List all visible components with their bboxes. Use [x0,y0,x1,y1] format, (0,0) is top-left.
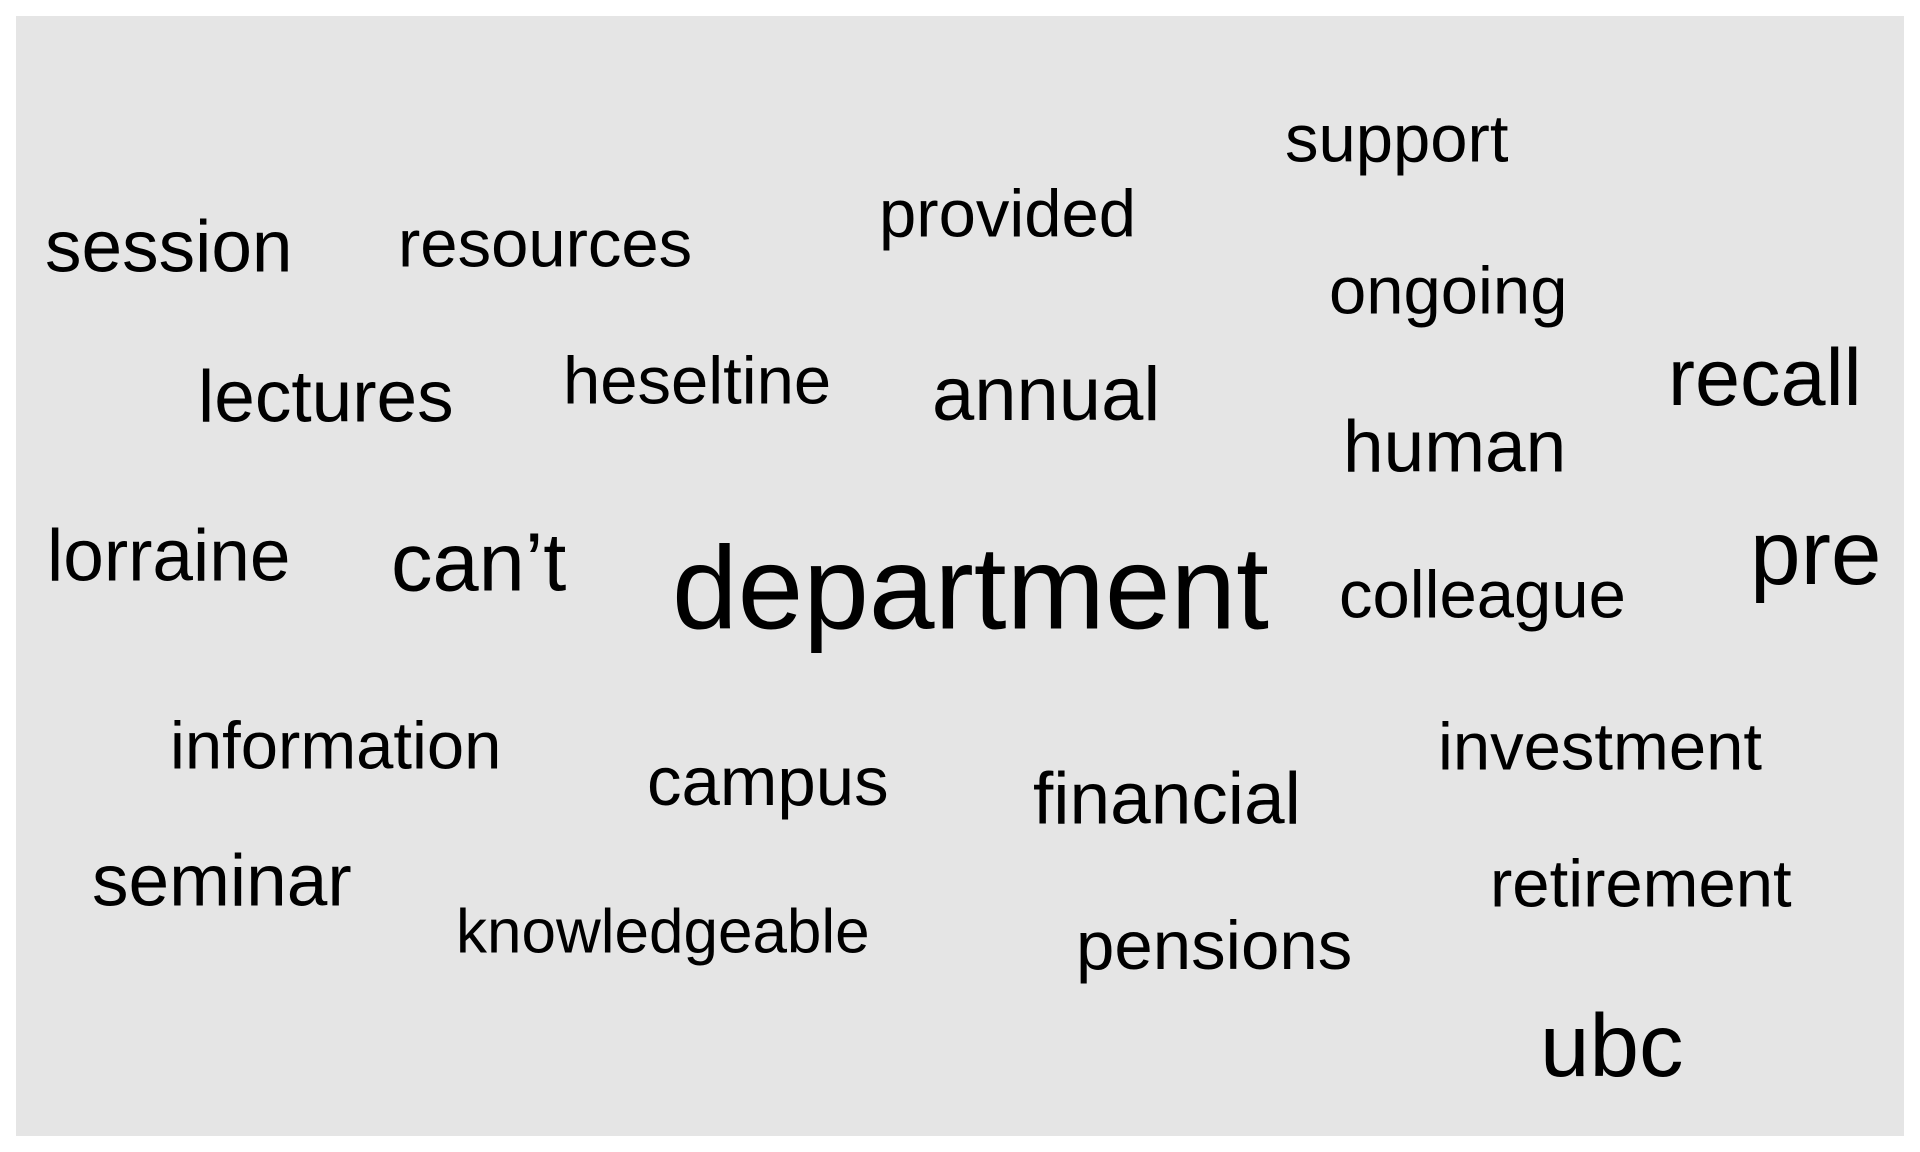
word-ongoing: ongoing [1329,253,1568,329]
word-provided: provided [879,176,1137,252]
word-retirement: retirement [1490,846,1792,922]
word-resources: resources [398,206,693,282]
word-support: support [1285,101,1509,177]
word-department: department [672,522,1269,655]
word-lectures: lectures [198,356,454,438]
word-knowledgeable: knowledgeable [456,897,870,967]
word-annual: annual [932,352,1161,438]
word-seminar: seminar [92,840,352,922]
word-colleague: colleague [1339,557,1626,633]
word-campus: campus [647,742,889,820]
word-recall: recall [1668,333,1862,424]
word-financial: financial [1033,758,1301,840]
word-lorraine: lorraine [47,515,291,597]
word-pre: pre [1750,503,1882,605]
word-investment: investment [1438,709,1762,785]
word-human: human [1343,406,1567,488]
word-heseltine: heseltine [563,343,832,419]
word-session: session [45,206,293,288]
word-pensions: pensions [1076,906,1353,984]
word-ubc: ubc [1540,994,1684,1095]
word-information: information [170,708,502,784]
word-cloud: support provided session resources ongoi… [16,16,1904,1136]
word-cant: can’t [391,515,567,609]
